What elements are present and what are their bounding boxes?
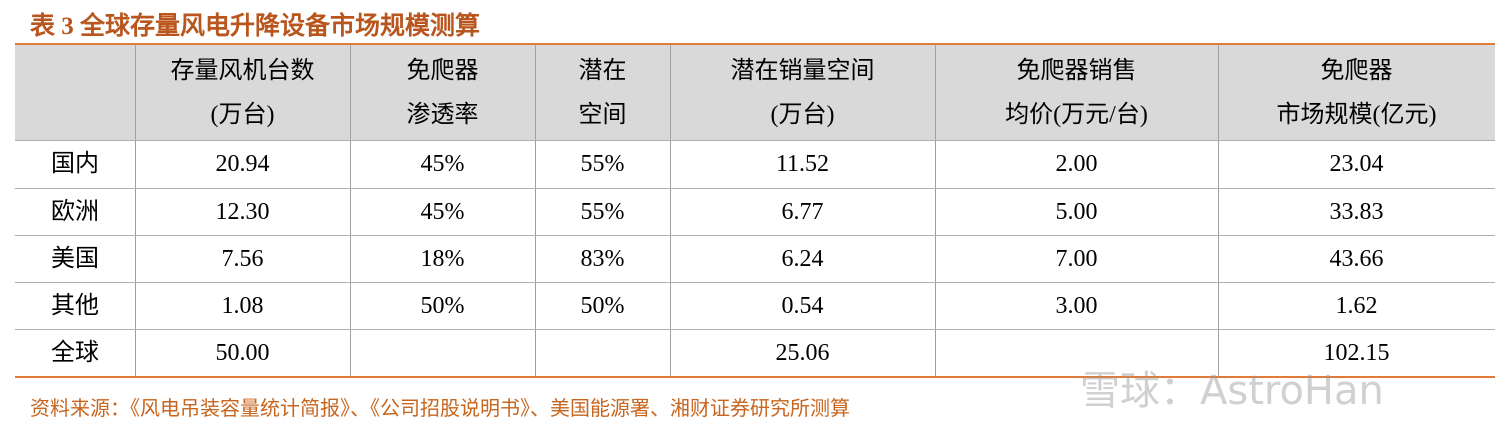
data-cell: 33.83 — [1329, 198, 1384, 225]
header-text: (万台) — [210, 101, 275, 128]
data-cell: 5.00 — [1055, 198, 1098, 225]
data-cell: 6.24 — [781, 245, 824, 272]
data-cell: 50.00 — [215, 339, 270, 366]
data-cell: 1.62 — [1335, 292, 1378, 319]
column-divider — [350, 45, 351, 376]
header-text: 免爬器 — [1320, 57, 1393, 84]
header-cell: 潜在 空间 — [535, 45, 670, 140]
column-divider — [935, 45, 936, 376]
data-cell: 18% — [420, 245, 465, 272]
data-cell: 12.30 — [215, 198, 270, 225]
column-divider — [535, 45, 536, 376]
header-text: 潜在 — [578, 57, 627, 84]
header-text: 存量风机台数 — [170, 57, 315, 84]
header-text: 空间 — [578, 101, 627, 128]
data-cell: 6.77 — [781, 198, 824, 225]
header-text: 市场规模(亿元) — [1276, 101, 1437, 128]
header-cell: 免爬器 渗透率 — [350, 45, 535, 140]
header-cell: 潜在销量空间 (万台) — [670, 45, 935, 140]
header-text: 潜在销量空间 — [730, 57, 875, 84]
data-cell: 45% — [420, 198, 465, 225]
header-background — [15, 45, 1495, 140]
data-cell: 102.15 — [1323, 339, 1390, 366]
bottom-rule — [15, 376, 1495, 378]
data-cell: 25.06 — [775, 339, 830, 366]
data-cell: 7.00 — [1055, 245, 1098, 272]
row-label: 美国 — [51, 245, 99, 272]
title: 表 3 全球存量风电升降设备市场规模测算 — [30, 13, 481, 40]
data-cell: 2.00 — [1055, 151, 1098, 177]
data-cell: 20.94 — [215, 151, 270, 177]
header-cell: 存量风机台数 (万台) — [135, 45, 350, 140]
top-rule — [15, 43, 1495, 45]
data-cell: 55% — [580, 151, 625, 177]
watermark: 雪球：AstroHan — [1080, 368, 1384, 414]
data-cell: 23.04 — [1329, 151, 1384, 177]
data-cell: 55% — [580, 198, 625, 225]
data-cell: 45% — [420, 151, 465, 177]
header-cell: 免爬器销售均价(万元/台) — [935, 45, 1218, 140]
header-text: 免爬器销售 — [1016, 57, 1137, 84]
row-label: 国内 — [51, 151, 99, 177]
row-label: 其他 — [51, 292, 99, 319]
data-cell: 43.66 — [1329, 245, 1384, 272]
header-text: 渗透率 — [406, 101, 479, 128]
data-cell: 50% — [420, 292, 465, 319]
row-label: 欧洲 — [51, 198, 99, 225]
data-cell: 7.56 — [221, 245, 264, 272]
source-note: 资料来源：《风电吊装容量统计简报》、《公司招股说明书》、美国能源署、湘财证券研究… — [30, 398, 850, 420]
row-label: 全球 — [51, 339, 99, 366]
header-cell: 免爬器市场规模(亿元) — [1218, 45, 1495, 140]
header-text: 均价(万元/台) — [1005, 101, 1148, 128]
column-divider — [1218, 45, 1219, 376]
data-cell: 3.00 — [1055, 292, 1098, 319]
column-divider — [135, 45, 136, 376]
row-divider — [15, 188, 1495, 189]
row-divider — [15, 235, 1495, 236]
data-cell: 0.54 — [781, 292, 824, 319]
row-divider — [15, 282, 1495, 283]
header-text: (万台) — [770, 101, 835, 128]
data-cell: 50% — [580, 292, 625, 319]
data-cell: 83% — [580, 245, 625, 272]
data-cell: 1.08 — [221, 292, 264, 319]
column-divider — [670, 45, 671, 376]
header-text: 免爬器 — [406, 57, 479, 84]
row-divider — [15, 329, 1495, 330]
row-divider — [15, 140, 1495, 141]
data-cell: 11.52 — [775, 151, 830, 177]
